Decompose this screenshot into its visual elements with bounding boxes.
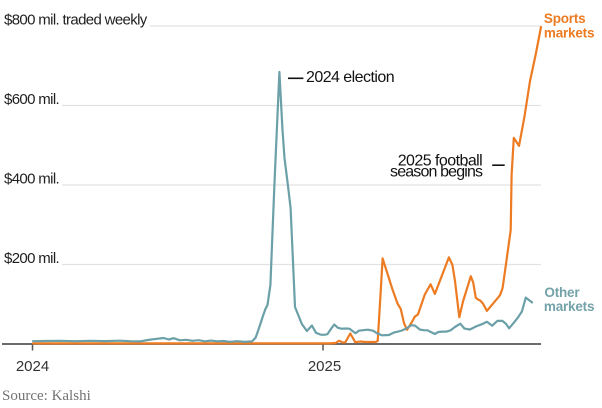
svg-text:$800 mil. traded weekly: $800 mil. traded weekly — [4, 12, 148, 29]
svg-text:$200 mil.: $200 mil. — [4, 250, 59, 267]
svg-text:Source: Kalshi: Source: Kalshi — [2, 388, 91, 404]
svg-text:season begins: season begins — [390, 164, 483, 181]
svg-text:2024 election: 2024 election — [306, 69, 394, 86]
svg-text:$600 mil.: $600 mil. — [4, 91, 59, 108]
svg-text:2025 football: 2025 football — [398, 152, 482, 169]
svg-text:Sports: Sports — [544, 11, 586, 26]
svg-text:markets: markets — [544, 25, 594, 40]
svg-text:$400 mil.: $400 mil. — [4, 171, 59, 188]
svg-text:markets: markets — [544, 299, 594, 314]
svg-text:2025: 2025 — [308, 358, 341, 375]
svg-text:Other: Other — [544, 285, 580, 300]
svg-text:2024: 2024 — [16, 358, 49, 375]
